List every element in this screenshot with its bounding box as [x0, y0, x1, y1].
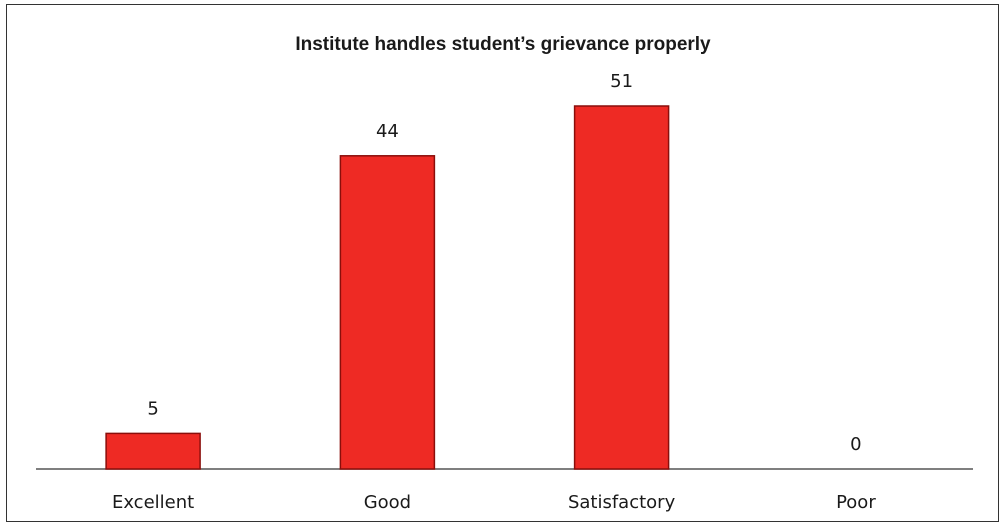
x-tick-label-good: Good	[364, 492, 411, 513]
x-tick-labels-group: Excellent Good Satisfactory Poor	[112, 492, 876, 513]
x-tick-label-satisfactory: Satisfactory	[568, 492, 676, 513]
x-tick-label-excellent: Excellent	[112, 492, 194, 513]
bar-excellent	[105, 432, 201, 470]
chart-title: Institute handles student’s grievance pr…	[295, 34, 711, 55]
data-label-poor: 0	[850, 434, 861, 455]
x-tick-label-poor: Poor	[836, 492, 876, 513]
data-label-excellent: 5	[147, 398, 158, 419]
bars-group	[105, 105, 670, 470]
data-labels-group: 5 44 51 0	[147, 71, 861, 455]
bar-good	[339, 155, 436, 470]
data-label-good: 44	[376, 121, 399, 142]
bar-satisfactory	[573, 105, 670, 470]
data-label-satisfactory: 51	[610, 71, 633, 92]
